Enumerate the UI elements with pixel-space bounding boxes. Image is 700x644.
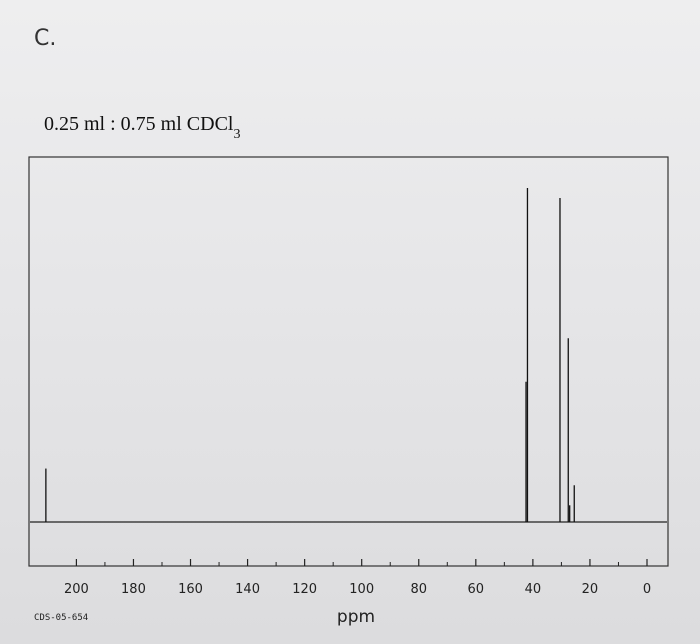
- concentration-label: 0.25 ml : 0.75 ml CDCl3: [44, 113, 240, 142]
- concentration-subscript: 3: [233, 127, 241, 142]
- concentration-text: 0.25 ml : 0.75 ml CDCl: [44, 113, 234, 135]
- tick-label-60: 60: [468, 582, 485, 597]
- tick-label-160: 160: [178, 582, 203, 597]
- tick-label-80: 80: [410, 582, 427, 597]
- tick-label-40: 40: [525, 582, 542, 597]
- tick-label-140: 140: [235, 582, 260, 597]
- tick-label-100: 100: [349, 582, 374, 597]
- x-axis-label: ppm: [337, 607, 375, 627]
- plot-frame: [28, 156, 669, 567]
- spectrum-code: CDS-05-654: [34, 613, 89, 623]
- section-label: C.: [34, 26, 57, 51]
- tick-label-20: 20: [582, 582, 599, 597]
- tick-label-120: 120: [292, 582, 317, 597]
- tick-label-200: 200: [64, 582, 89, 597]
- tick-label-0: 0: [643, 582, 651, 597]
- tick-label-180: 180: [121, 582, 146, 597]
